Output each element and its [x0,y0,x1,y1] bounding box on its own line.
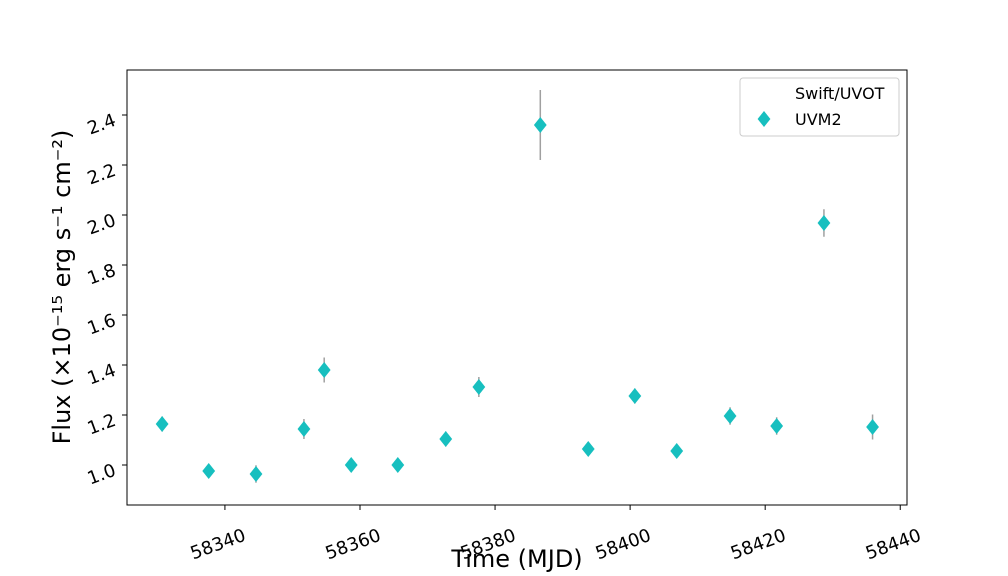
marker [317,362,331,378]
y-tick-label: 1.4 [85,360,119,390]
y-tick-label: 1.6 [85,310,119,340]
marker [439,431,453,447]
y-tick-label: 1.8 [85,260,119,290]
x-tick-label: 58400 [593,525,654,564]
marker [770,418,784,434]
x-tick-label: 58360 [323,525,384,564]
x-tick-label: 58420 [728,525,789,564]
x-tick-label: 58440 [863,525,924,564]
plot-frame [126,69,908,506]
legend-marker [757,111,771,127]
marker [723,408,737,424]
marker [581,441,595,457]
marker [533,117,547,133]
marker [155,416,169,432]
marker [297,421,311,437]
legend-frame [739,77,900,137]
marker [866,419,879,435]
y-tick-label: 1.0 [85,460,119,490]
marker [472,379,486,395]
y-tick-label: 1.2 [85,410,119,440]
x-tick-label: 58340 [188,525,249,564]
marker [817,215,831,231]
marker [628,388,642,404]
marker [249,466,263,482]
x-axis-label: Time (MJD) [450,545,582,573]
y-tick-label: 2.0 [85,210,119,240]
y-tick-label: 2.4 [85,110,119,140]
legend-label: UVM2 [795,110,842,129]
marker [670,443,684,459]
marker [344,457,358,473]
legend-title: Swift/UVOT [795,84,885,103]
marker [202,463,216,479]
y-axis-label: Flux (×10⁻¹⁵ erg s⁻¹ cm⁻²) [48,130,76,445]
marker [391,457,405,473]
y-tick-label: 2.2 [85,160,119,190]
